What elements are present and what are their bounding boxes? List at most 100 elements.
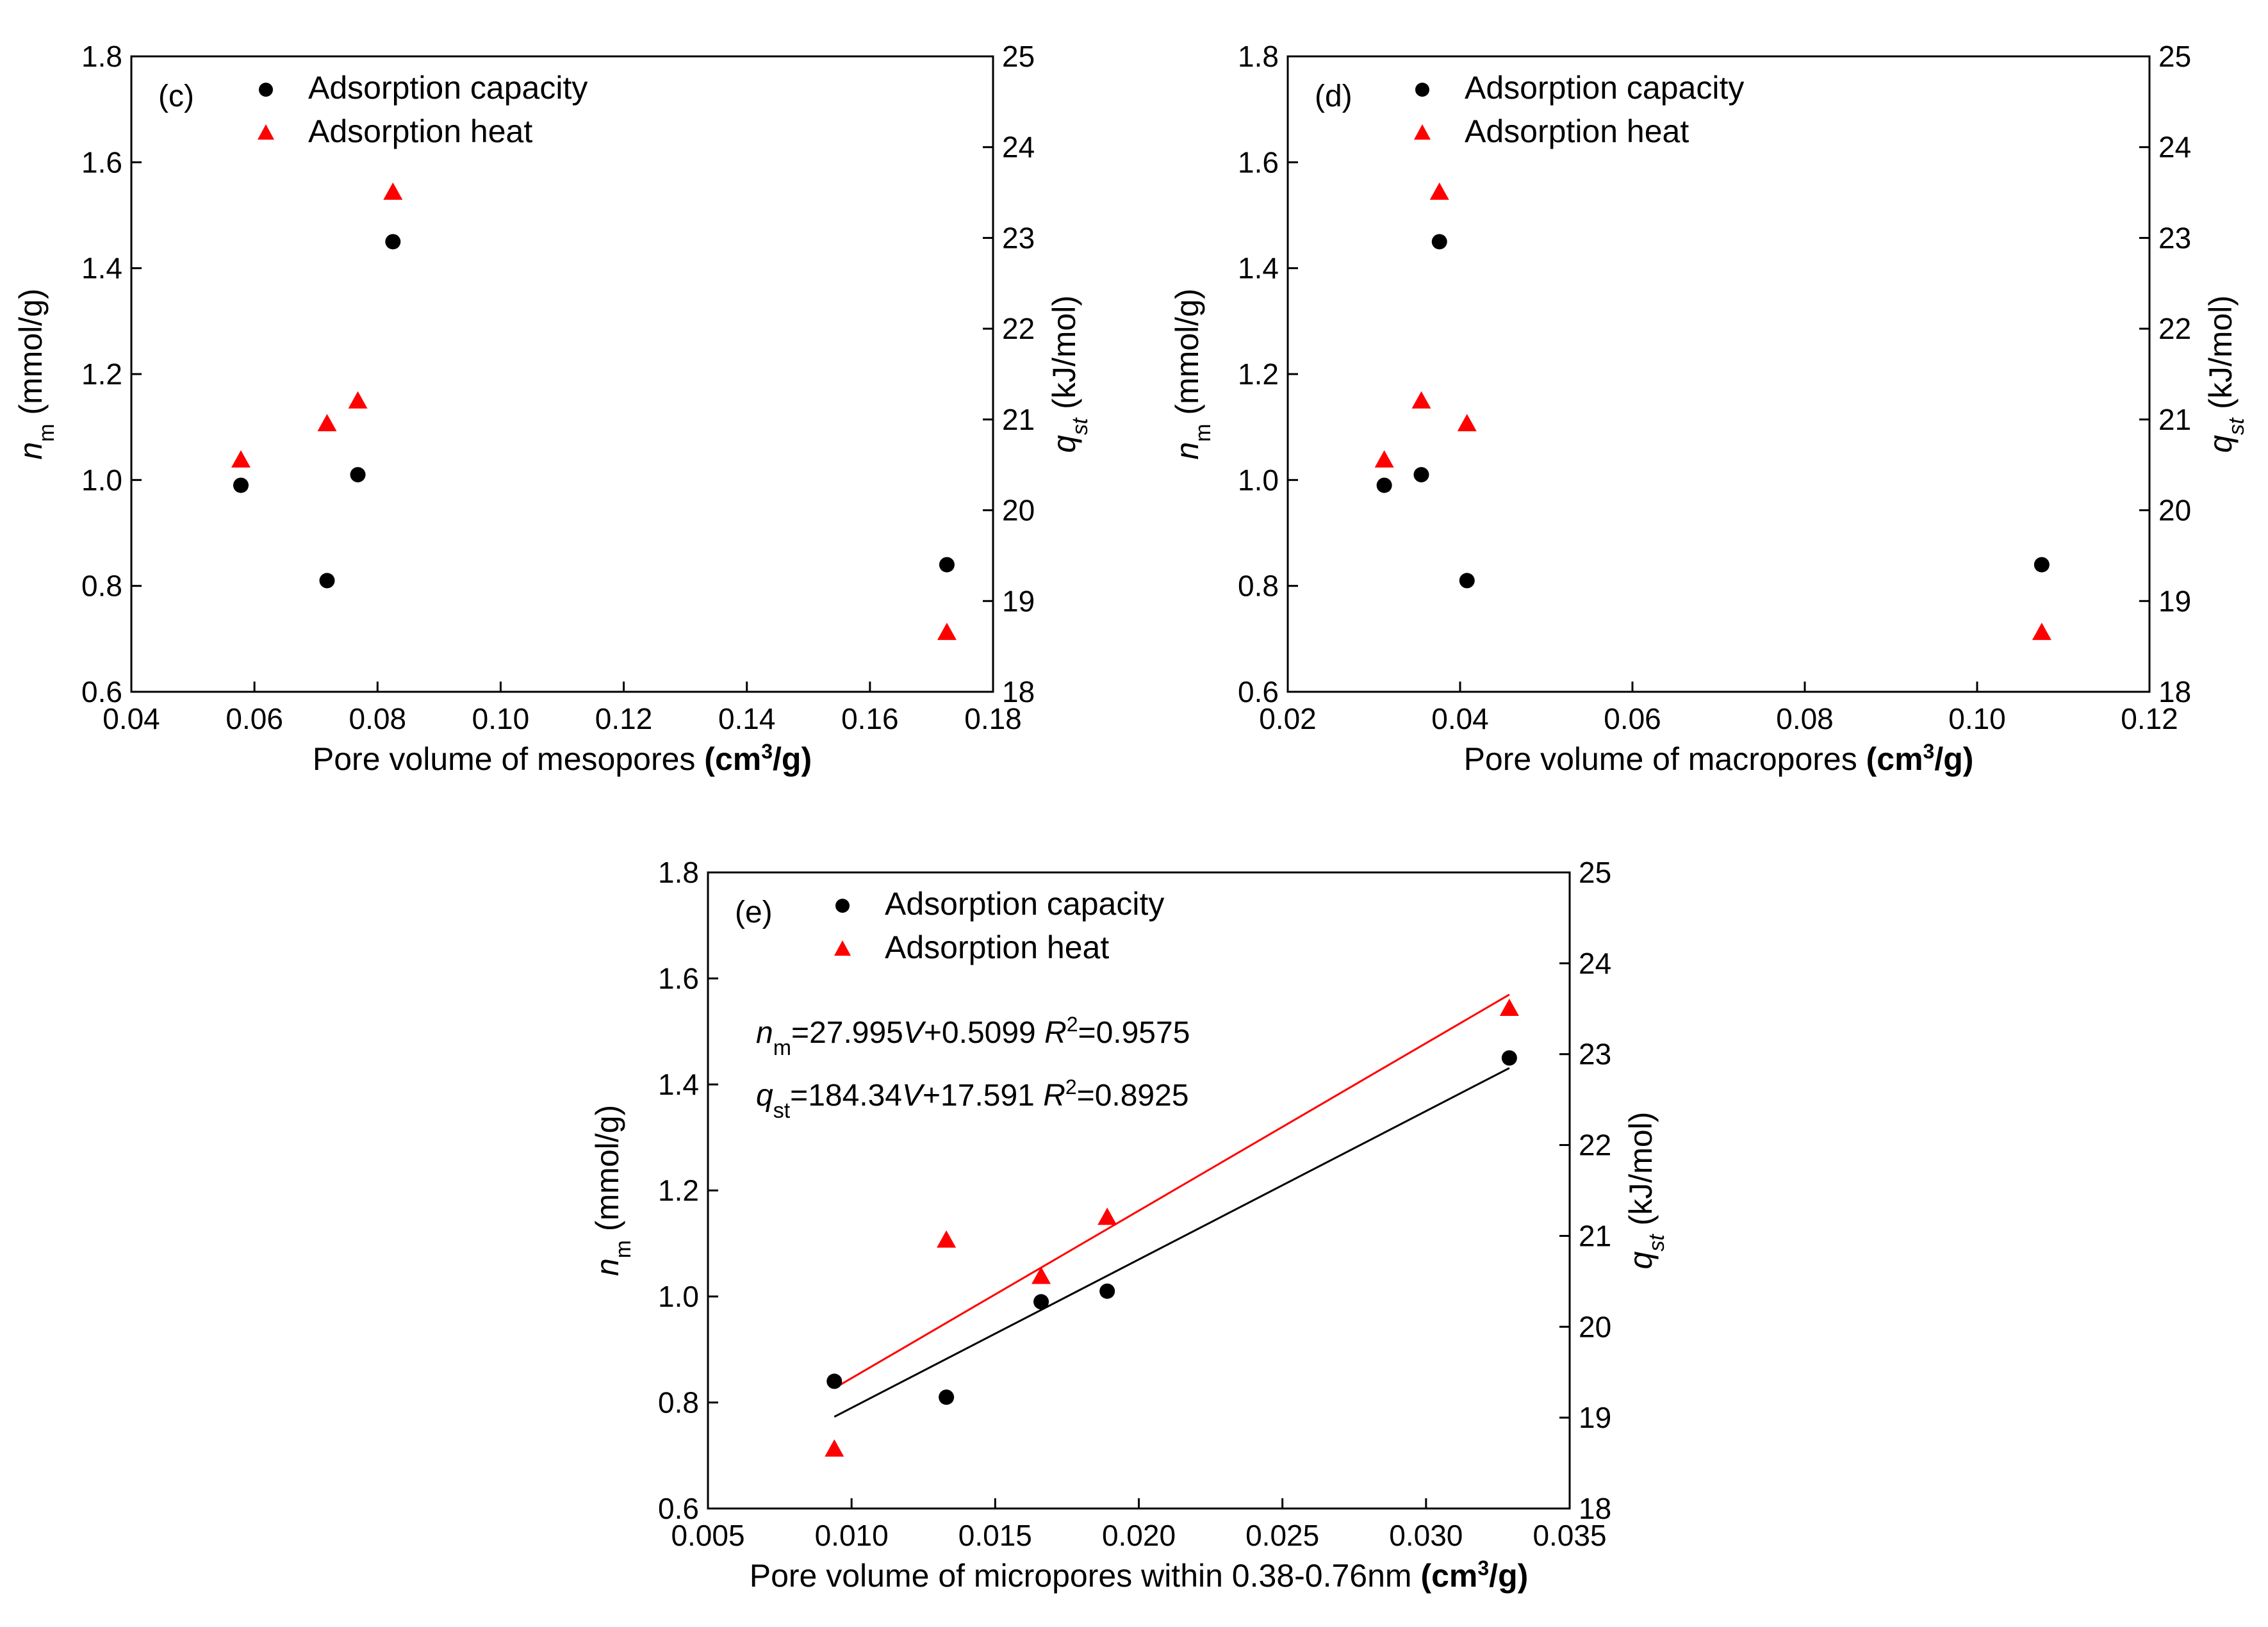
y-right-axis-label: qst (kJ/mol) bbox=[2203, 295, 2249, 453]
y-left-tick-label: 1.2 bbox=[1238, 357, 1279, 391]
data-point-capacity bbox=[1413, 467, 1429, 483]
y-right-label-sub: st bbox=[2224, 417, 2249, 435]
y-right-label-sub: st bbox=[1645, 1234, 1669, 1252]
legend-label-heat: Adsorption heat bbox=[308, 113, 532, 149]
y-right-tick-label: 18 bbox=[2158, 675, 2191, 708]
legend-marker-circle bbox=[835, 899, 850, 913]
data-point-capacity bbox=[233, 477, 249, 493]
legend-marker-circle bbox=[1415, 83, 1429, 97]
data-point-capacity bbox=[1033, 1294, 1049, 1310]
x-tick-label: 0.14 bbox=[718, 702, 776, 735]
y-right-tick-label: 23 bbox=[2158, 221, 2191, 254]
y-right-tick-label: 25 bbox=[1002, 40, 1035, 73]
y-left-tick-label: 1.6 bbox=[1238, 145, 1279, 179]
y-left-label-rest: (mmol/g) bbox=[589, 1105, 625, 1240]
panel-label: (c) bbox=[158, 79, 194, 113]
data-point-capacity bbox=[2034, 557, 2050, 573]
x-axis-label: Pore volume of micropores within 0.38-0.… bbox=[750, 1557, 1529, 1594]
y-left-tick-label: 1.2 bbox=[81, 357, 122, 391]
fit-line bbox=[834, 1067, 1510, 1418]
data-point-heat bbox=[937, 1230, 957, 1248]
equation-r-value: =0.9575 bbox=[1078, 1016, 1190, 1050]
y-left-tick-label: 0.8 bbox=[81, 569, 122, 603]
legend-marker-triangle bbox=[1414, 124, 1431, 140]
y-right-tick-label: 23 bbox=[1579, 1038, 1611, 1071]
y-right-tick-label: 22 bbox=[2158, 312, 2191, 345]
y-left-tick-label: 1.0 bbox=[658, 1280, 699, 1313]
x-axis-unit-sup: 3 bbox=[1477, 1557, 1489, 1580]
legend-label-heat: Adsorption heat bbox=[1465, 113, 1689, 149]
y-right-tick-label: 21 bbox=[1579, 1219, 1611, 1252]
y-right-axis-label: qst (kJ/mol) bbox=[1046, 295, 1092, 453]
equation-lhs: n bbox=[756, 1016, 773, 1050]
data-point-heat bbox=[1429, 182, 1449, 200]
x-tick-label: 0.025 bbox=[1245, 1519, 1319, 1552]
data-point-heat bbox=[1499, 999, 1519, 1017]
x-tick-label: 0.035 bbox=[1533, 1519, 1606, 1552]
data-point-capacity bbox=[1376, 477, 1392, 493]
data-point-capacity bbox=[319, 573, 335, 589]
x-tick-label: 0.08 bbox=[349, 702, 407, 735]
x-axis-unit: (cm bbox=[1857, 741, 1923, 777]
x-tick-label: 0.12 bbox=[2121, 702, 2178, 735]
data-point-heat bbox=[1411, 391, 1431, 409]
legend-label-capacity: Adsorption capacity bbox=[308, 70, 588, 106]
x-tick-label: 0.015 bbox=[958, 1519, 1032, 1552]
y-right-label-sub: st bbox=[1068, 417, 1092, 435]
panel-label: (d) bbox=[1315, 79, 1352, 113]
y-right-tick-label: 19 bbox=[2158, 584, 2191, 617]
y-left-tick-label: 1.8 bbox=[1238, 40, 1279, 73]
x-axis-unit-sup: 3 bbox=[1923, 740, 1935, 763]
data-point-heat bbox=[2032, 623, 2051, 641]
x-axis-unit: (cm bbox=[695, 741, 761, 777]
x-tick-label: 0.030 bbox=[1389, 1519, 1463, 1552]
y-right-tick-label: 24 bbox=[1002, 131, 1035, 164]
data-point-capacity bbox=[939, 1389, 955, 1405]
y-right-tick-label: 20 bbox=[1002, 494, 1035, 527]
x-tick-label: 0.010 bbox=[815, 1519, 889, 1552]
y-left-tick-label: 1.4 bbox=[1238, 252, 1279, 285]
y-left-tick-label: 0.6 bbox=[81, 675, 122, 708]
plot-frame bbox=[707, 871, 1571, 1510]
y-right-label-main: q bbox=[1046, 435, 1082, 453]
chart-panel-c: 0.04 0.06 0.08 0.10 0.12 0.14 0.16 0.18 0.6 0.8 1.… bbox=[13, 40, 1092, 777]
equation-intercept: +17.591 bbox=[923, 1079, 1043, 1113]
y-right-tick-label: 21 bbox=[1002, 403, 1035, 436]
plot-frame bbox=[130, 55, 994, 693]
chart-panel-d: 0.02 0.04 0.06 0.08 0.10 0.12 0.6 0.8 1.0 1.2 1.4 1… bbox=[1169, 40, 2249, 777]
y-right-label-main: q bbox=[2203, 435, 2239, 453]
data-point-heat bbox=[231, 450, 251, 468]
y-right-tick-label: 22 bbox=[1002, 312, 1035, 345]
data-point-heat bbox=[1031, 1266, 1051, 1284]
legend-label-capacity: Adsorption capacity bbox=[1465, 70, 1744, 106]
equation-lhs-sub: m bbox=[773, 1036, 791, 1060]
data-point-heat bbox=[1457, 414, 1477, 432]
y-left-label-main: n bbox=[589, 1258, 625, 1276]
y-right-tick-label: 19 bbox=[1579, 1401, 1611, 1434]
equation-var: V bbox=[903, 1016, 926, 1050]
y-right-tick-label: 25 bbox=[1579, 856, 1611, 889]
legend-marker-triangle bbox=[258, 124, 274, 140]
equation-slope: =27.995 bbox=[791, 1016, 903, 1050]
data-point-heat bbox=[1097, 1207, 1117, 1225]
data-point-heat bbox=[317, 414, 337, 432]
data-point-heat bbox=[825, 1439, 844, 1457]
y-right-tick-label: 23 bbox=[1002, 221, 1035, 254]
x-tick-label: 0.10 bbox=[472, 702, 530, 735]
y-left-label-rest: (mmol/g) bbox=[1169, 288, 1205, 423]
equation-1: nm=27.995V+0.5099 R2=0.9575 bbox=[756, 1013, 1190, 1060]
x-tick-label: 0.10 bbox=[1948, 702, 2006, 735]
y-right-label-rest: (kJ/mol) bbox=[2203, 295, 2239, 418]
x-axis-unit-post: /g) bbox=[1934, 741, 1973, 777]
y-left-label-rest: (mmol/g) bbox=[13, 288, 49, 423]
data-point-capacity bbox=[1431, 234, 1447, 250]
data-point-capacity bbox=[350, 467, 366, 483]
y-left-tick-label: 1.4 bbox=[658, 1068, 699, 1101]
x-tick-label: 0.02 bbox=[1259, 702, 1317, 735]
y-right-label-rest: (kJ/mol) bbox=[1623, 1112, 1659, 1235]
data-point-heat bbox=[383, 182, 403, 200]
y-right-tick-label: 24 bbox=[2158, 131, 2191, 164]
x-tick-label: 0.06 bbox=[1604, 702, 1661, 735]
x-tick-label: 0.08 bbox=[1776, 702, 1834, 735]
